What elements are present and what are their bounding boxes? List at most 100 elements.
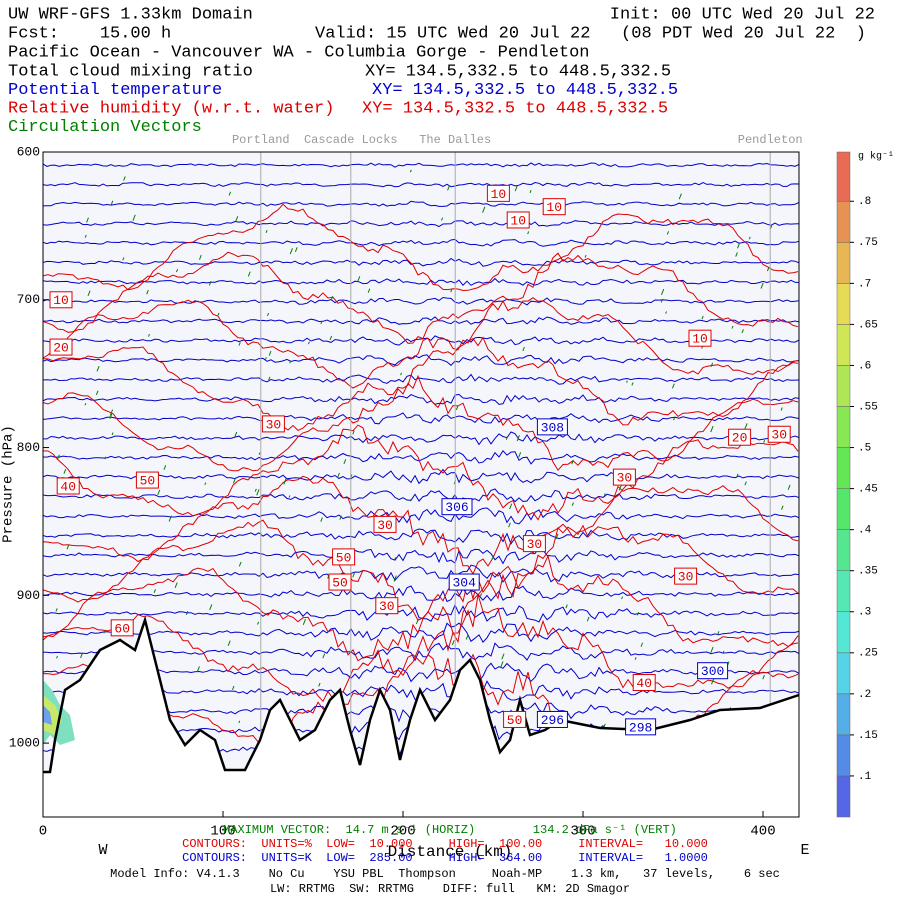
isentrope <box>43 507 799 525</box>
isentrope <box>43 393 799 405</box>
location-label: Pendleton <box>738 133 803 147</box>
contour-label: 30 <box>678 570 694 585</box>
isentrope <box>43 585 799 603</box>
isentrope <box>43 220 799 228</box>
contour-label-box <box>441 498 473 516</box>
field-xy: XY= 134.5,332.5 to 448.5,332.5 <box>362 99 668 118</box>
contour-label-box <box>625 718 657 736</box>
circulation-vector <box>268 376 271 381</box>
colorbar-segment <box>836 488 851 530</box>
isentrope <box>43 431 799 446</box>
colorbar-tick-label: .6 <box>858 360 871 372</box>
circulation-vector <box>258 452 261 455</box>
y-tick-label: 700 <box>17 292 40 307</box>
circulation-vector <box>84 403 87 406</box>
footer-line: CONTOURS: UNITS=K LOW= 285.00 HIGH= 364.… <box>182 851 708 865</box>
circulation-vector <box>56 655 58 659</box>
circulation-vector <box>146 289 149 295</box>
circulation-vector <box>400 372 402 376</box>
circulation-vector <box>710 425 714 433</box>
colorbar-tick-label: .8 <box>858 196 871 208</box>
circulation-vector <box>66 544 70 550</box>
circulation-vector <box>780 407 783 411</box>
circulation-vector <box>254 488 257 492</box>
circulation-vector <box>264 357 267 361</box>
isentrope <box>43 564 799 583</box>
circulation-vector <box>265 230 268 234</box>
contour-label-box <box>688 329 712 347</box>
contour-label: 60 <box>114 621 130 636</box>
circulation-vector <box>447 185 450 191</box>
colorbar-segment <box>836 406 851 448</box>
circulation-vector <box>322 653 326 659</box>
isentrope <box>43 200 799 207</box>
colorbar-tick-label: .15 <box>858 730 878 742</box>
circulation-vector <box>217 312 220 316</box>
contour-label: 300 <box>701 664 724 679</box>
circulation-vector <box>763 439 766 443</box>
cloud-area <box>43 705 52 725</box>
circulation-vector <box>132 214 136 221</box>
circulation-vector <box>722 650 725 654</box>
contour-label-box <box>506 211 530 229</box>
plot-frame <box>42 151 800 818</box>
contour-label: 10 <box>53 293 69 308</box>
contour-label-box <box>674 567 698 585</box>
contour-label-box <box>486 184 510 202</box>
contour-label: 10 <box>546 200 562 215</box>
valid-time: Valid: 15 UTC Wed 20 Jul 22 (08 PDT Wed … <box>315 24 866 43</box>
contour-label-box <box>49 338 73 356</box>
circulation-vector <box>465 634 469 640</box>
circulation-vector <box>352 572 355 578</box>
footer-line: Model Info: V4.1.3 No Cu YSU PBL Thompso… <box>110 867 780 881</box>
circulation-vector <box>731 325 734 329</box>
circulation-vector <box>232 477 237 484</box>
colorbar-tick-label: .25 <box>858 648 878 660</box>
footer-line: LW: RRTMG SW: RRTMG DIFF: full KM: 2D Sm… <box>270 882 630 896</box>
circulation-vector <box>716 631 720 636</box>
circulation-vector <box>337 472 340 478</box>
circulation-vector <box>56 454 60 460</box>
circulation-vector <box>631 382 634 386</box>
colorbar-segment <box>836 283 851 325</box>
contour-label-box <box>503 710 527 728</box>
colorbar-segment <box>836 365 851 407</box>
circulation-vector <box>256 489 260 496</box>
location-label: The Dalles <box>419 133 491 147</box>
contour-label: 20 <box>732 431 748 446</box>
circulation-vector <box>394 557 396 560</box>
contour-label-box <box>536 418 568 436</box>
circulation-vector <box>518 452 522 458</box>
colorbar-segment <box>836 201 851 243</box>
isentrope <box>43 335 799 346</box>
contour-label: 30 <box>379 599 395 614</box>
colorbar-tick-label: .35 <box>858 566 878 578</box>
circulation-vector <box>231 685 235 690</box>
circulation-vector <box>320 320 323 325</box>
circulation-vector <box>660 298 663 303</box>
colorbar-segment <box>836 447 851 489</box>
contour-label-box <box>448 573 480 591</box>
circulation-vector <box>318 682 321 687</box>
circulation-vector <box>671 383 675 389</box>
x-tick-label: 400 <box>750 824 775 840</box>
contour-label: 304 <box>452 575 476 590</box>
humidity-contour <box>43 554 799 662</box>
colorbar-tick-label: .75 <box>858 237 878 249</box>
contour-label-box <box>697 662 729 680</box>
circulation-vector <box>501 653 505 660</box>
circulation-vector <box>710 362 714 368</box>
x-tick-label: 100 <box>210 824 235 840</box>
contour-label-box <box>49 291 73 309</box>
circulation-vector <box>288 495 291 498</box>
circulation-vector <box>409 169 412 173</box>
circulation-vector <box>678 193 682 200</box>
contour-label: 40 <box>636 676 652 691</box>
circulation-vector <box>603 493 606 496</box>
circulation-vector <box>500 661 504 668</box>
colorbar-segment <box>836 775 851 818</box>
circulation-vector <box>555 533 559 540</box>
circulation-vector <box>665 311 668 314</box>
circulation-vector <box>565 604 568 609</box>
